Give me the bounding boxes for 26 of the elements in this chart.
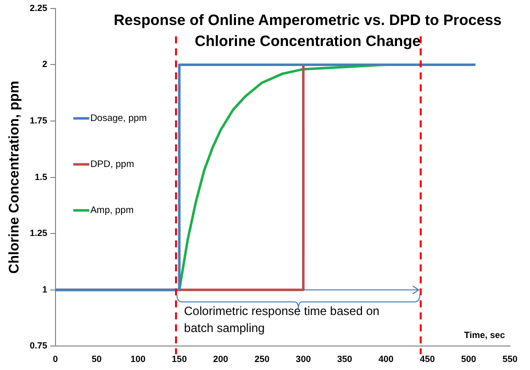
x-tick-label: 150 [172, 354, 187, 364]
text: Response of Online Amperometric vs. DPD to Process Chlorine Concentration Change [114, 12, 502, 50]
x-tick-label: 0 [52, 354, 58, 364]
x-tick-label: 450 [420, 354, 435, 364]
y-axis-title: Chlorine Concentration, ppm [5, 80, 22, 274]
y-tick-label: 1.75 [30, 115, 48, 126]
x-tick-label: 250 [254, 354, 270, 364]
y-tick-label: 1.25 [30, 228, 48, 238]
x-tick-label: 550 [502, 354, 518, 364]
x-tick-label: 100 [130, 354, 146, 364]
x-axis-title: Time, sec [464, 330, 505, 340]
y-tick-label: 1 [42, 284, 48, 294]
x-tick-label: 200 [213, 354, 228, 364]
legend-label: Amp, ppm [90, 205, 134, 216]
x-tick-label: 400 [378, 354, 394, 364]
y-tick-label: 2 [42, 59, 48, 70]
x-tick-label: 350 [337, 354, 352, 364]
y-tick-label: 2.25 [30, 2, 48, 13]
legend-label: DPD, ppm [90, 159, 134, 170]
x-tick-label: 300 [296, 354, 311, 364]
y-tick-label: 1.5 [34, 172, 48, 182]
x-tick-label: 50 [92, 354, 102, 364]
legend-label: Dosage, ppm [90, 113, 147, 124]
x-tick-label: 500 [461, 354, 476, 364]
y-tick-label: 0.75 [30, 340, 48, 351]
annotation: Colorimetric response time based on batch sampling [184, 304, 380, 335]
